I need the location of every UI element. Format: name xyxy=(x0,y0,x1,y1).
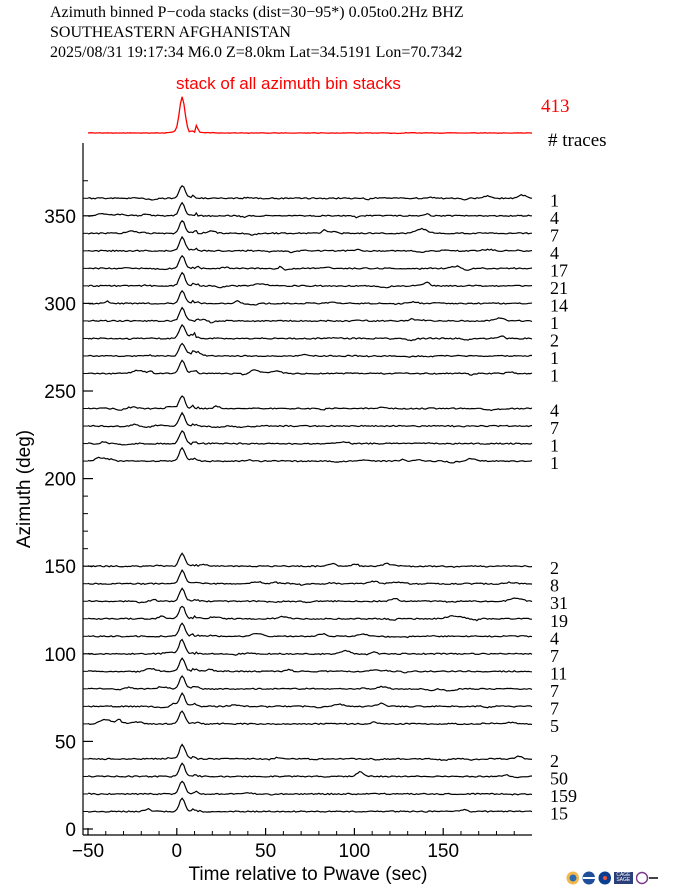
azimuth-trace xyxy=(87,359,533,376)
azimuth-trace xyxy=(87,271,533,289)
y-axis-label: Azimuth (deg) xyxy=(14,430,35,548)
azimuth-trace xyxy=(87,446,533,464)
trace-count-label: 4 xyxy=(550,628,559,648)
azimuth-trace xyxy=(87,289,533,306)
trace-count-label: 31 xyxy=(550,593,568,613)
trace-count-label: 7 xyxy=(550,225,559,245)
trace-count-label: 7 xyxy=(550,681,559,701)
trace-count-label: 1 xyxy=(550,453,559,473)
azimuth-trace xyxy=(87,797,533,813)
x-axis-label: Time relative to Pwave (sec) xyxy=(189,864,428,885)
y-tick-label: 150 xyxy=(44,557,76,578)
x-tick-label: 50 xyxy=(255,841,276,862)
trace-count-label: 2 xyxy=(550,558,559,578)
y-tick-label: 350 xyxy=(44,207,76,228)
azimuth-trace xyxy=(87,675,533,692)
trace-count-label: 2 xyxy=(550,751,559,771)
trace-count-label: 7 xyxy=(550,698,559,718)
azimuth-trace xyxy=(87,429,533,446)
trace-count-label: 1 xyxy=(550,313,559,333)
y-axis-ticks: 0 50 100 150 200 250 300 350 xyxy=(44,180,93,841)
azimuth-trace xyxy=(87,254,533,271)
azimuth-trace xyxy=(87,184,533,201)
iris-logo xyxy=(566,871,580,885)
trace-count-label: 1 xyxy=(550,365,559,385)
trace-count-label: 2 xyxy=(550,330,559,350)
nasa-style-logo xyxy=(598,871,612,885)
azimuth-trace xyxy=(87,411,533,429)
trace-count-label: 11 xyxy=(550,663,567,683)
azimuth-trace xyxy=(87,710,533,726)
y-tick-label: 200 xyxy=(44,470,76,491)
azimuth-trace xyxy=(87,605,532,622)
azimuth-trace xyxy=(87,569,533,586)
azimuth-trace xyxy=(87,691,533,709)
azimuth-trace xyxy=(87,219,533,236)
azimuth-trace xyxy=(87,235,533,254)
trace-count-label: 7 xyxy=(550,646,559,666)
azimuth-trace xyxy=(87,780,533,796)
azimuth-trace xyxy=(87,638,533,656)
trace-count-label: 17 xyxy=(550,260,568,280)
trace-count-label: 4 xyxy=(550,208,559,228)
azimuth-trace xyxy=(87,552,533,568)
y-tick-label: 250 xyxy=(44,382,76,403)
sage-logo-text: SAGE xyxy=(616,877,631,883)
y-tick-label: 0 xyxy=(65,820,76,841)
cage-logo-text: CAGE xyxy=(616,872,631,878)
azimuth-trace xyxy=(87,743,533,762)
x-tick-label: 0 xyxy=(172,841,183,862)
y-tick-label: 50 xyxy=(55,732,76,753)
trace-count-label: 4 xyxy=(550,243,559,263)
azimuth-trace xyxy=(87,342,533,358)
azimuth-trace xyxy=(87,762,533,779)
header-event-info: 2025/08/31 19:17:34 M6.0 Z=8.0km Lat=34.… xyxy=(50,44,462,61)
nsf-logo xyxy=(582,871,596,885)
x-tick-label: 150 xyxy=(427,841,459,862)
header-title: Azimuth binned P−coda stacks (dist=30−95… xyxy=(50,4,464,21)
azimuth-trace xyxy=(87,587,533,604)
x-tick-label: 100 xyxy=(339,841,371,862)
trace-count-label: 159 xyxy=(550,786,577,806)
trace-count-label: 8 xyxy=(550,576,559,596)
trace-count-label: 15 xyxy=(550,803,568,823)
trace-count-label: 21 xyxy=(550,278,568,298)
x-axis-ticks: −50 0 50 100 150 xyxy=(72,828,515,862)
stack-trace xyxy=(87,96,533,135)
azimuth-trace xyxy=(87,306,533,324)
stack-trace-count: 413 xyxy=(541,96,570,117)
earthscope-logo xyxy=(635,871,658,885)
trace-count-label: 14 xyxy=(550,295,568,315)
trace-count-label: 5 xyxy=(550,716,559,736)
azimuth-trace xyxy=(87,622,533,639)
trace-count-label: 1 xyxy=(550,436,559,456)
trace-count-label: 1 xyxy=(550,348,559,368)
trace-count-label: 4 xyxy=(550,401,559,421)
azimuth-trace xyxy=(87,323,533,342)
trace-count-label: 50 xyxy=(550,768,568,788)
logo-strip: CAGE SAGE xyxy=(566,867,658,889)
trace-count-label: 1 xyxy=(550,190,559,210)
y-tick-label: 300 xyxy=(44,294,76,315)
azimuth-trace xyxy=(87,657,533,674)
azimuth-traces xyxy=(87,184,533,813)
trace-count-label: 7 xyxy=(550,418,559,438)
x-tick-label: −50 xyxy=(72,841,104,862)
y-tick-label: 100 xyxy=(44,645,76,666)
stack-label: stack of all azimuth bin stacks xyxy=(176,74,401,93)
azimuth-trace xyxy=(87,201,532,219)
cage-sage-logo: CAGE SAGE xyxy=(614,872,633,884)
header-region: SOUTHEASTERN AFGHANISTAN xyxy=(50,24,291,41)
trace-count-label: 19 xyxy=(550,611,568,631)
traces-column-header: # traces xyxy=(548,130,607,151)
azimuth-trace xyxy=(87,395,533,412)
